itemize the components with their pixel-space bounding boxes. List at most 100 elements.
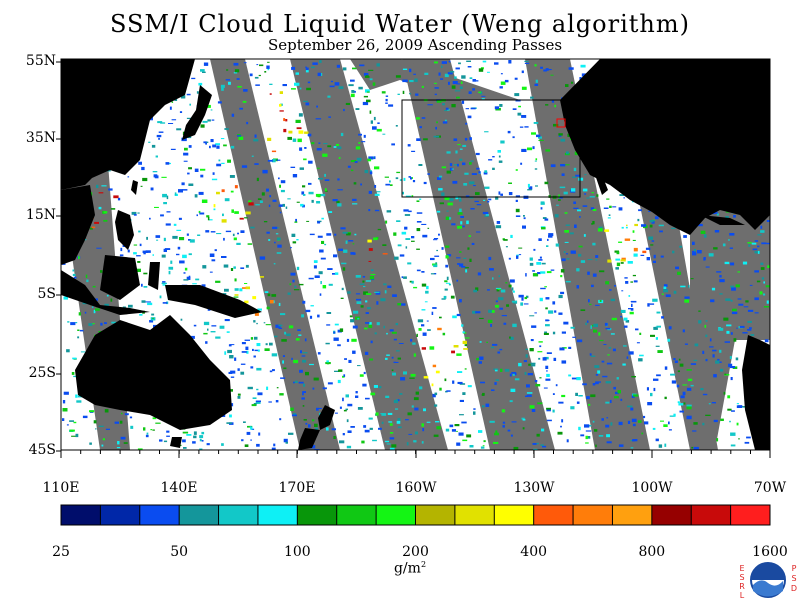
cloud-pixel: [471, 242, 475, 245]
cloud-pixel: [434, 255, 440, 257]
cloud-pixel: [266, 386, 269, 390]
cloud-pixel: [676, 384, 680, 388]
cloud-pixel: [719, 279, 725, 283]
cloud-pixel: [231, 209, 234, 213]
cloud-pixel: [292, 279, 295, 283]
cloud-pixel: [479, 341, 482, 343]
cloud-pixel: [508, 284, 512, 288]
cloud-pixel: [207, 119, 211, 122]
cloud-pixel: [369, 110, 372, 114]
cloud-pixel: [538, 259, 543, 261]
cloud-pixel: [401, 231, 407, 235]
cloud-pixel: [278, 204, 283, 207]
cloud-pixel: [96, 184, 99, 188]
cloud-pixel: [533, 122, 539, 124]
cloud-pixel: [251, 404, 257, 407]
cloud-pixel: [221, 162, 225, 164]
cloud-pixel: [467, 66, 472, 68]
cloud-pixel: [757, 234, 762, 236]
cloud-pixel: [162, 281, 166, 283]
cloud-pixel: [226, 69, 229, 71]
cloud-pixel: [347, 165, 351, 168]
cloud-pixel: [438, 72, 441, 76]
cloud-pixel: [446, 276, 449, 280]
cloud-pixel: [130, 425, 134, 429]
cloud-pixel: [595, 381, 599, 385]
cloud-pixel: [319, 60, 322, 63]
cloud-pixel: [156, 134, 162, 138]
cloud-pixel: [764, 339, 769, 343]
cloud-pixel: [518, 247, 523, 249]
cloud-pixel: [393, 338, 397, 341]
logo-letter: S: [739, 573, 745, 582]
cloud-pixel: [554, 104, 556, 108]
cloud-pixel: [259, 64, 264, 67]
cloud-pixel: [766, 220, 770, 222]
cloud-pixel: [372, 126, 377, 130]
cloud-pixel: [476, 204, 482, 206]
cloud-pixel: [410, 338, 413, 342]
cloud-pixel: [264, 291, 269, 293]
cloud-pixel: [686, 369, 692, 371]
cloud-pixel: [367, 239, 372, 243]
cloud-pixel: [568, 374, 572, 377]
cloud-pixel: [275, 324, 281, 328]
cloud-pixel: [368, 156, 374, 160]
cloud-pixel: [98, 192, 104, 194]
cloud-pixel: [166, 211, 171, 213]
cloud-pixel: [240, 371, 245, 375]
cloud-pixel: [469, 445, 474, 448]
cloud-pixel: [732, 308, 737, 312]
cloud-pixel: [176, 229, 182, 231]
cloud-pixel: [730, 332, 733, 335]
cloud-pixel: [514, 93, 520, 97]
cloud-pixel: [446, 210, 449, 212]
cloud-pixel: [408, 176, 411, 178]
cloud-pixel: [234, 288, 239, 291]
cloud-pixel: [433, 135, 440, 138]
cloud-pixel: [555, 384, 558, 387]
cloud-pixel: [355, 293, 361, 295]
cloud-pixel: [343, 409, 347, 412]
cloud-pixel: [457, 144, 461, 146]
cloud-pixel: [561, 173, 565, 176]
cloud-pixel: [334, 272, 339, 275]
cloud-pixel: [631, 418, 637, 423]
lon-label: 70W: [753, 480, 787, 496]
cloud-pixel: [302, 391, 306, 393]
cloud-pixel: [340, 132, 344, 137]
cloud-pixel: [452, 315, 457, 319]
cloud-pixel: [285, 206, 288, 209]
cloud-pixel: [397, 303, 402, 306]
cloud-pixel: [444, 288, 448, 291]
cloud-pixel: [259, 256, 266, 260]
cloud-pixel: [203, 332, 208, 335]
cloud-pixel: [652, 427, 656, 430]
cloud-pixel: [656, 325, 661, 328]
cloud-pixel: [309, 363, 314, 366]
cloud-pixel: [605, 424, 610, 428]
cloud-pixel: [638, 358, 643, 362]
cloud-pixel: [276, 159, 281, 161]
cloud-pixel: [724, 373, 727, 375]
cloud-pixel: [478, 171, 481, 174]
cloud-pixel: [154, 175, 159, 179]
cloud-pixel: [69, 429, 75, 432]
cloud-pixel: [531, 409, 536, 412]
cloud-pixel: [462, 331, 465, 334]
cloud-pixel: [349, 315, 353, 318]
cloud-pixel: [395, 323, 398, 326]
cloud-pixel: [350, 79, 355, 82]
cloud-pixel: [186, 233, 189, 236]
cloud-pixel: [424, 72, 429, 75]
cloud-pixel: [557, 431, 563, 435]
cloud-pixel: [496, 221, 501, 224]
cloud-pixel: [246, 121, 249, 125]
cloud-pixel: [289, 283, 292, 286]
cloud-pixel: [459, 414, 464, 416]
cloud-pixel: [705, 266, 710, 268]
cloud-pixel: [353, 310, 359, 314]
cloud-pixel: [702, 422, 705, 426]
cloud-pixel: [470, 208, 475, 210]
cloud-pixel: [205, 230, 210, 233]
